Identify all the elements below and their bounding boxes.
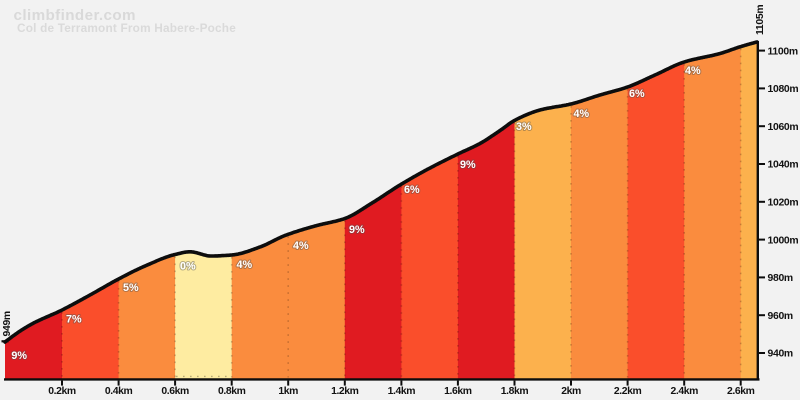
svg-text:1020m: 1020m — [768, 198, 799, 209]
svg-text:1.8km: 1.8km — [501, 386, 529, 397]
svg-text:2km: 2km — [561, 386, 581, 397]
svg-text:0.6km: 0.6km — [161, 386, 189, 397]
svg-text:1105m: 1105m — [755, 5, 766, 35]
svg-text:4%: 4% — [574, 108, 590, 120]
svg-text:5%: 5% — [123, 282, 139, 294]
svg-text:2.6km: 2.6km — [727, 386, 755, 397]
svg-text:4%: 4% — [293, 240, 309, 252]
svg-text:960m: 960m — [768, 311, 793, 322]
svg-text:949m: 949m — [2, 311, 13, 336]
svg-text:940m: 940m — [768, 349, 793, 360]
svg-text:1080m: 1080m — [768, 84, 799, 95]
svg-text:1040m: 1040m — [768, 160, 799, 171]
svg-text:1000m: 1000m — [768, 235, 799, 246]
svg-text:4%: 4% — [685, 65, 701, 77]
svg-text:980m: 980m — [768, 273, 793, 284]
svg-text:1km: 1km — [278, 386, 298, 397]
svg-text:1.2km: 1.2km — [331, 386, 359, 397]
svg-text:7%: 7% — [66, 314, 82, 326]
svg-text:3%: 3% — [516, 121, 532, 133]
svg-text:1100m: 1100m — [768, 46, 798, 57]
svg-text:9%: 9% — [349, 224, 365, 236]
svg-text:0%: 0% — [180, 261, 196, 273]
svg-text:2.4km: 2.4km — [670, 386, 698, 397]
svg-text:0.2km: 0.2km — [48, 386, 76, 397]
svg-text:1.4km: 1.4km — [388, 386, 416, 397]
svg-text:9%: 9% — [11, 350, 27, 362]
svg-text:6%: 6% — [404, 184, 420, 196]
svg-text:1060m: 1060m — [768, 122, 799, 133]
svg-text:1.6km: 1.6km — [444, 386, 472, 397]
svg-text:6%: 6% — [629, 88, 645, 100]
svg-text:4%: 4% — [237, 259, 253, 271]
svg-text:2.2km: 2.2km — [614, 386, 642, 397]
svg-text:climbfinder.com: climbfinder.com — [14, 7, 136, 24]
svg-text:0.8km: 0.8km — [218, 386, 246, 397]
svg-text:9%: 9% — [460, 159, 476, 171]
svg-text:0.4km: 0.4km — [105, 386, 133, 397]
svg-text:Col de Terramont From Habere-P: Col de Terramont From Habere-Poche — [17, 21, 236, 35]
